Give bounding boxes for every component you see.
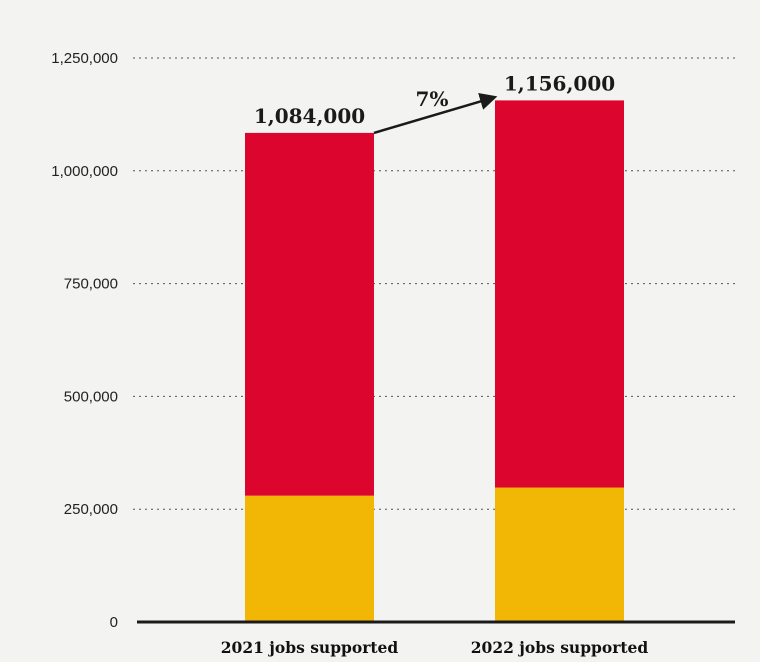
y-tick-label: 0 bbox=[110, 614, 118, 631]
y-tick-label: 250,000 bbox=[64, 501, 118, 518]
y-tick-label: 500,000 bbox=[64, 388, 118, 405]
x-category-label: 2021 jobs supported bbox=[221, 638, 399, 657]
change-arrow bbox=[373, 92, 498, 135]
bar-segment-top bbox=[495, 100, 624, 488]
y-tick-label: 750,000 bbox=[64, 276, 118, 293]
data-label: 1,084,000 bbox=[254, 104, 365, 128]
bar-segment-base bbox=[245, 495, 374, 622]
change-percent-label: 7% bbox=[416, 87, 449, 111]
bar-segment-base bbox=[495, 487, 624, 622]
data-label: 1,156,000 bbox=[504, 71, 615, 95]
x-category-label: 2022 jobs supported bbox=[471, 638, 649, 657]
bar-segment-top bbox=[245, 132, 374, 496]
y-tick-label: 1,000,000 bbox=[51, 163, 118, 180]
y-tick-label: 1,250,000 bbox=[51, 50, 118, 67]
